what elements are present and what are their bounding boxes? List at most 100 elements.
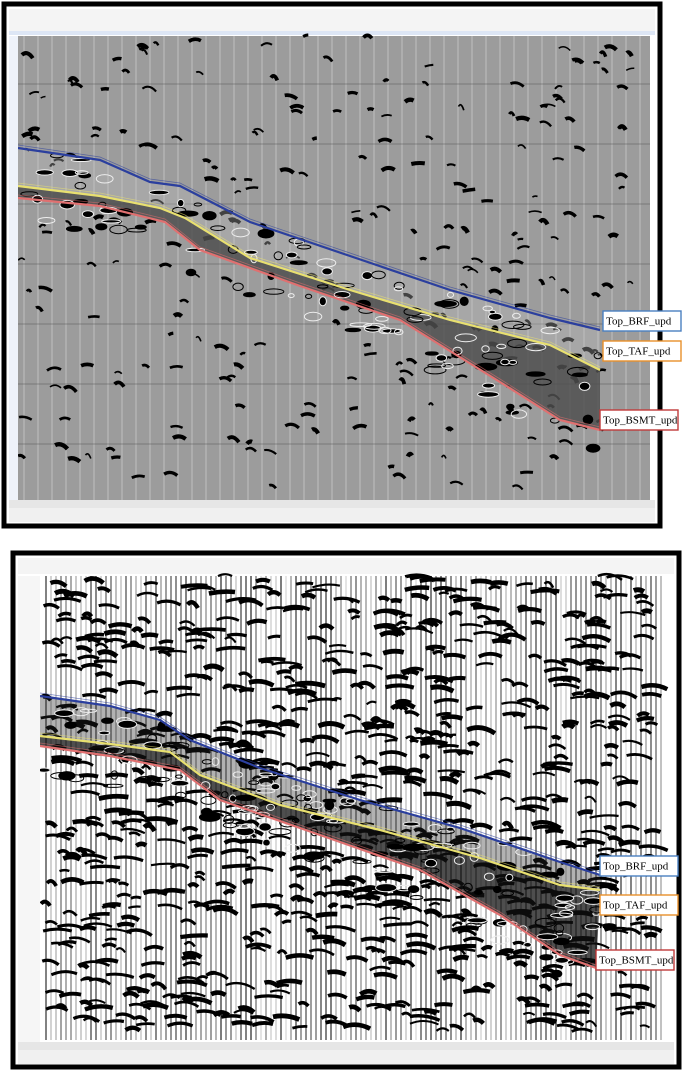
- reflection: [93, 659, 118, 664]
- reflection: [607, 714, 631, 721]
- reflection: [106, 878, 119, 884]
- reflection: [63, 384, 78, 393]
- reflection: [403, 292, 414, 300]
- reflection: [127, 905, 141, 909]
- reflection: [131, 474, 146, 480]
- reflection: [413, 727, 426, 736]
- reflection: [592, 214, 605, 220]
- reflection: [539, 954, 554, 961]
- reflection: [571, 57, 585, 65]
- reflection: [635, 915, 649, 922]
- reflection: [349, 682, 364, 690]
- reflection: [621, 927, 642, 936]
- reflection: [591, 348, 599, 353]
- reflection: [321, 267, 333, 276]
- reflection: [476, 954, 489, 960]
- reflection: [83, 922, 113, 928]
- reflection: [603, 44, 618, 52]
- reflection: [177, 210, 199, 217]
- reflection: [294, 680, 326, 689]
- reflection: [83, 576, 105, 585]
- reflection: [608, 720, 629, 728]
- reflection: [434, 300, 457, 307]
- reflection: [553, 923, 565, 933]
- reflection: [74, 181, 87, 190]
- reflection: [321, 657, 342, 667]
- reflection: [88, 977, 112, 986]
- reflection: [240, 804, 259, 813]
- reflection: [248, 765, 275, 771]
- reflection: [239, 838, 264, 845]
- reflection: [269, 893, 284, 899]
- reflection: [302, 33, 309, 38]
- reflection: [399, 369, 414, 377]
- reflection: [549, 454, 560, 461]
- reflection: [317, 721, 346, 730]
- reflection: [273, 251, 283, 261]
- reflection: [344, 729, 370, 736]
- reflection: [246, 618, 268, 626]
- reflection: [454, 638, 473, 643]
- reflection: [532, 771, 556, 777]
- reflection: [230, 824, 252, 829]
- horizon-halo: [39, 692, 601, 873]
- reflection: [392, 905, 409, 911]
- reflection: [411, 1007, 440, 1014]
- reflection: [553, 753, 569, 761]
- reflection: [525, 343, 547, 352]
- reflection: [76, 728, 89, 735]
- reflection: [615, 1005, 646, 1011]
- reflection: [46, 366, 62, 372]
- reflection: [393, 328, 404, 336]
- reflection: [82, 693, 107, 700]
- reflection: [226, 435, 241, 444]
- reflection: [338, 804, 366, 814]
- reflection: [610, 848, 631, 854]
- reflection: [269, 74, 280, 82]
- reflection: [385, 674, 409, 681]
- reflection: [333, 596, 361, 604]
- scrollbar[interactable]: [9, 500, 655, 508]
- reflection: [570, 695, 600, 700]
- reflection: [499, 796, 516, 804]
- reflection: [316, 284, 329, 289]
- reflection: [124, 708, 156, 715]
- reflection: [576, 809, 594, 817]
- reflection: [343, 713, 362, 721]
- reflection: [581, 346, 596, 355]
- reflection: [234, 794, 257, 802]
- reflection: [545, 322, 558, 329]
- reflection: [263, 241, 272, 246]
- reflection: [97, 586, 111, 594]
- reflection: [104, 937, 118, 942]
- reflection: [541, 972, 560, 982]
- reflection: [491, 638, 512, 645]
- reflection: [223, 814, 235, 825]
- reflection: [170, 424, 184, 429]
- reflection: [539, 120, 552, 128]
- reflection: [644, 721, 659, 727]
- reflection: [70, 158, 92, 162]
- reflection: [283, 675, 296, 683]
- reflection: [511, 484, 524, 491]
- reflection: [355, 774, 378, 779]
- reflection: [421, 80, 430, 87]
- reflection: [375, 883, 398, 893]
- reflection: [177, 626, 195, 634]
- reflection: [445, 426, 454, 432]
- reflection: [630, 983, 650, 991]
- reflection: [365, 945, 381, 954]
- reflection: [394, 838, 406, 844]
- reflection: [454, 333, 477, 343]
- reflection: [258, 777, 276, 785]
- reflection: [111, 56, 122, 62]
- reflection: [590, 659, 604, 665]
- reflection: [59, 636, 73, 641]
- reflection: [543, 667, 569, 674]
- reflection: [331, 668, 358, 675]
- reflection: [566, 366, 589, 377]
- reflection: [105, 972, 135, 979]
- scrollbar[interactable]: [18, 1042, 674, 1050]
- reflection: [367, 733, 399, 741]
- reflection: [163, 470, 179, 477]
